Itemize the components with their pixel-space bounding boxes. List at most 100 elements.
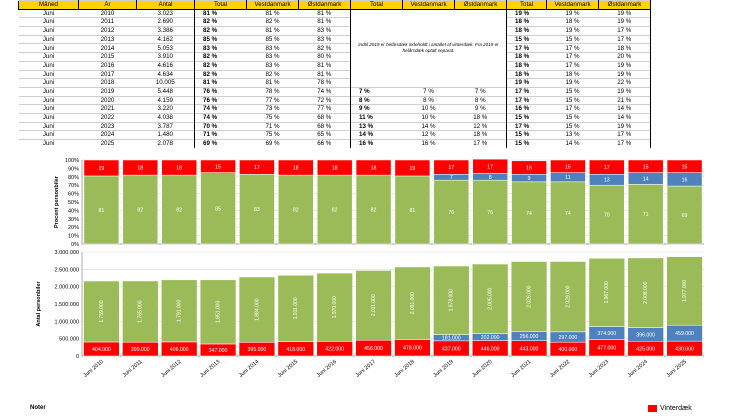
table-cell: 66 %: [298, 138, 351, 148]
col-header: Total: [350, 0, 403, 10]
table-cell: 17 %: [506, 43, 547, 53]
data-label: 1.884.000: [254, 298, 260, 320]
table-cell: Juni: [18, 78, 79, 88]
bar-segment: [355, 270, 392, 341]
data-label: 74: [565, 211, 571, 217]
table-cell: 14 %: [402, 121, 455, 131]
x-tick-label: Juni 2011: [122, 359, 144, 379]
data-label: 446.000: [481, 346, 500, 352]
table-cell: 77 %: [298, 104, 351, 114]
table-cell: 82 %: [298, 43, 351, 53]
data-label: 422.000: [325, 347, 344, 353]
table-header-row: Måned År Antal Total Vestdanmark Østdanm…: [18, 0, 651, 10]
data-label: 82: [176, 208, 182, 214]
bar-segment: [238, 276, 276, 343]
table-cell: 17 %: [598, 34, 651, 44]
col-header: Østdanmark: [454, 0, 507, 10]
y-tick-label: 20%: [68, 225, 79, 231]
data-label: 83: [254, 207, 260, 213]
bar-segment: [510, 261, 548, 333]
table-cell: 82 %: [194, 17, 247, 27]
table-cell: 15 %: [546, 121, 599, 131]
data-label: 74: [526, 211, 532, 217]
table-cell: 3.220: [136, 104, 195, 114]
table-cell: 81 %: [298, 8, 351, 18]
table-row: Juni 2014 5.053 83 % 83 % 82 % 17 % 17 % 18 %: [18, 43, 651, 53]
bar-segment: [278, 159, 314, 176]
data-label: 2.091.000: [410, 292, 416, 314]
bar-segment: [549, 261, 587, 333]
data-label: 396.000: [636, 332, 655, 338]
count-chart: 0 500.000 1.000.000 1.500.000 2.000.000 2.500…: [36, 250, 704, 379]
data-label: 15: [682, 164, 688, 170]
data-label: 2.029.000: [565, 285, 571, 307]
bar-segment: [627, 257, 664, 328]
table-cell: 18 %: [454, 130, 507, 140]
table-cell: 83 %: [194, 43, 247, 53]
table-row: Juni 2025 2.078 69 % 69 % 66 % 16 % 16 % 17 % 15 …: [18, 138, 651, 148]
table-cell: 10 %: [402, 104, 455, 114]
data-label: 13: [604, 178, 610, 184]
table-cell: Juni: [18, 43, 79, 53]
table-row: Juni 2022 4.038 74 % 75 % 68 % 11 % 10 % 18 % 15 …: [18, 112, 651, 123]
y-tick-label: 80%: [68, 175, 79, 181]
table-cell: 71 %: [194, 130, 247, 140]
table-cell: 17 %: [598, 26, 651, 36]
data-label: 15: [565, 164, 571, 170]
table-cell: 81 %: [194, 78, 247, 88]
bar-segment: [472, 263, 509, 334]
data-label: 70: [604, 213, 610, 219]
table-cell: 83 %: [298, 34, 351, 44]
table-cell: 15 %: [506, 112, 547, 123]
table-cell: 17 %: [506, 95, 547, 105]
bar-segment: [355, 159, 392, 176]
data-label: 71: [643, 212, 649, 218]
y-tick-label: 70%: [68, 183, 79, 189]
bar-segment: [239, 159, 275, 175]
x-tick-label: Juni 2022: [549, 359, 571, 379]
table-cell: 82 %: [194, 26, 247, 36]
bar-segment: [83, 159, 120, 177]
table-cell: 17 %: [598, 130, 651, 140]
legend: Vinterdæk: [648, 405, 692, 412]
data-label: 202.000: [481, 335, 500, 341]
table-cell: 19 %: [598, 17, 651, 27]
x-tick-label: Juni 2016: [316, 359, 338, 379]
table-cell: 2.690: [136, 17, 195, 27]
bar-segment: [550, 159, 586, 173]
data-label: 1.978.000: [449, 289, 455, 311]
data-label: 18: [137, 166, 143, 172]
x-tick-label: Juni 2013: [199, 359, 221, 379]
bar-segment: [394, 266, 431, 340]
data-label: 82: [371, 208, 377, 214]
bar-segment: [239, 174, 275, 245]
table-cell: 12 %: [402, 130, 455, 140]
table-cell: 14 %: [598, 104, 651, 114]
data-label: 2.011.000: [371, 294, 377, 316]
table-cell: 18 %: [546, 69, 599, 79]
y-axis-label: Procent personbiler: [54, 175, 60, 228]
table-cell: 2021: [78, 104, 137, 114]
table-cell: 19 %: [506, 78, 547, 88]
table-row: Juni 2018 10.005 81 % 81 % 78 % 19 % 19 % 22 %: [18, 78, 651, 88]
table-cell: 17 %: [506, 86, 547, 97]
table-cell: 19 %: [598, 121, 651, 131]
table-cell: 16 %: [350, 138, 403, 148]
bar-segment: [394, 159, 431, 177]
bar-segment: [200, 159, 236, 173]
data-label: 443.000: [520, 346, 539, 352]
percent-chart: 0% 10% 20% 30% 40% 50% 60% 70% 80% 90% 100% Procent…: [54, 158, 704, 246]
table-cell: 81 %: [298, 60, 351, 70]
col-header: Vestdanmark: [546, 0, 599, 10]
data-label: 69: [682, 213, 688, 219]
y-tick-label: 30%: [68, 217, 79, 223]
table-cell: 15 %: [546, 86, 599, 97]
table-cell: 11 %: [350, 112, 403, 123]
table-cell: 83 %: [298, 26, 351, 36]
y-tick-label: 2.000.000: [55, 285, 79, 291]
data-label: 17: [487, 164, 493, 170]
data-label: 1.967.000: [604, 281, 610, 303]
table-cell: 19 %: [546, 78, 599, 88]
data-label: 18: [371, 166, 377, 172]
bar-segment: [666, 256, 703, 326]
